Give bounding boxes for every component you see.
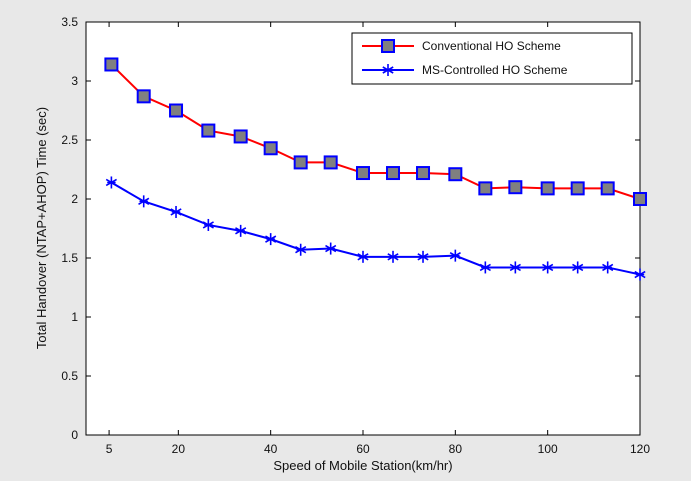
data-point-asterisk <box>235 224 247 237</box>
data-point-square <box>386 166 401 181</box>
data-point-square <box>478 181 493 196</box>
data-point-square <box>356 166 370 181</box>
y-tick-label: 3 <box>71 74 78 88</box>
legend-label: MS-Controlled HO Scheme <box>422 63 568 77</box>
data-point-asterisk <box>170 205 182 218</box>
data-point-asterisk <box>382 64 394 76</box>
data-point-square <box>600 181 615 196</box>
data-point-square <box>381 39 395 53</box>
y-tick-label: 2.5 <box>61 133 78 147</box>
data-point-square <box>323 155 338 170</box>
x-tick-label: 120 <box>630 442 650 456</box>
data-point-asterisk <box>138 195 150 208</box>
data-point-asterisk <box>572 261 584 274</box>
y-tick-label: 0.5 <box>61 369 78 383</box>
data-point-asterisk <box>634 268 646 281</box>
data-point-asterisk <box>602 261 614 274</box>
data-point-square <box>416 166 431 181</box>
data-point-square <box>448 167 463 182</box>
x-tick-label: 60 <box>356 442 370 456</box>
data-point-asterisk <box>295 243 307 256</box>
series-line <box>110 181 641 276</box>
y-tick-label: 1.5 <box>61 251 78 265</box>
data-point-asterisk <box>542 261 554 274</box>
x-tick-label: 100 <box>538 442 558 456</box>
data-point-asterisk <box>479 261 491 274</box>
y-tick-label: 3.5 <box>61 15 78 29</box>
y-axis-label: Total Handover (NTAP+AHOP) Time (sec) <box>34 107 49 349</box>
data-point-asterisk <box>509 261 521 274</box>
data-point-asterisk <box>449 249 461 262</box>
data-point-square <box>508 180 523 195</box>
y-tick-label: 0 <box>71 428 78 442</box>
data-point-asterisk <box>105 176 117 189</box>
data-point-asterisk <box>357 250 369 263</box>
legend-entry: MS-Controlled HO Scheme <box>362 63 568 77</box>
data-point-square <box>201 123 216 138</box>
axis-ticks: 5 20 40 60 80 100 120 0 0.5 1 1.5 2 2.5 3 3.5 <box>61 15 650 456</box>
x-tick-label: 80 <box>449 442 463 456</box>
data-point-asterisk <box>325 242 337 255</box>
legend: Conventional HO Scheme MS-Controlled HO S… <box>351 32 633 85</box>
data-point-square <box>570 181 585 196</box>
x-tick-label: 5 <box>106 442 113 456</box>
data-point-asterisk <box>202 218 214 231</box>
legend-label: Conventional HO Scheme <box>422 39 561 53</box>
series-layer <box>104 57 647 281</box>
data-point-square <box>633 192 647 206</box>
y-tick-label: 2 <box>71 192 78 206</box>
data-point-square <box>540 181 555 196</box>
data-point-asterisk <box>265 233 277 246</box>
data-point-square <box>293 155 308 170</box>
series-1 <box>104 57 647 206</box>
data-point-square <box>169 103 184 118</box>
y-tick-label: 1 <box>71 310 78 324</box>
x-axis-label: Speed of Mobile Station(km/hr) <box>273 458 452 473</box>
data-point-asterisk <box>417 250 429 263</box>
legend-entry: Conventional HO Scheme <box>362 39 561 53</box>
data-point-square <box>104 57 119 72</box>
data-point-square <box>136 89 151 104</box>
plot-area <box>85 21 641 436</box>
data-point-asterisk <box>387 250 399 263</box>
series-2 <box>105 176 646 281</box>
x-tick-label: 40 <box>264 442 278 456</box>
data-point-square <box>233 129 248 144</box>
data-point-square <box>263 141 278 156</box>
legend-box <box>351 32 633 85</box>
x-tick-label: 20 <box>172 442 186 456</box>
